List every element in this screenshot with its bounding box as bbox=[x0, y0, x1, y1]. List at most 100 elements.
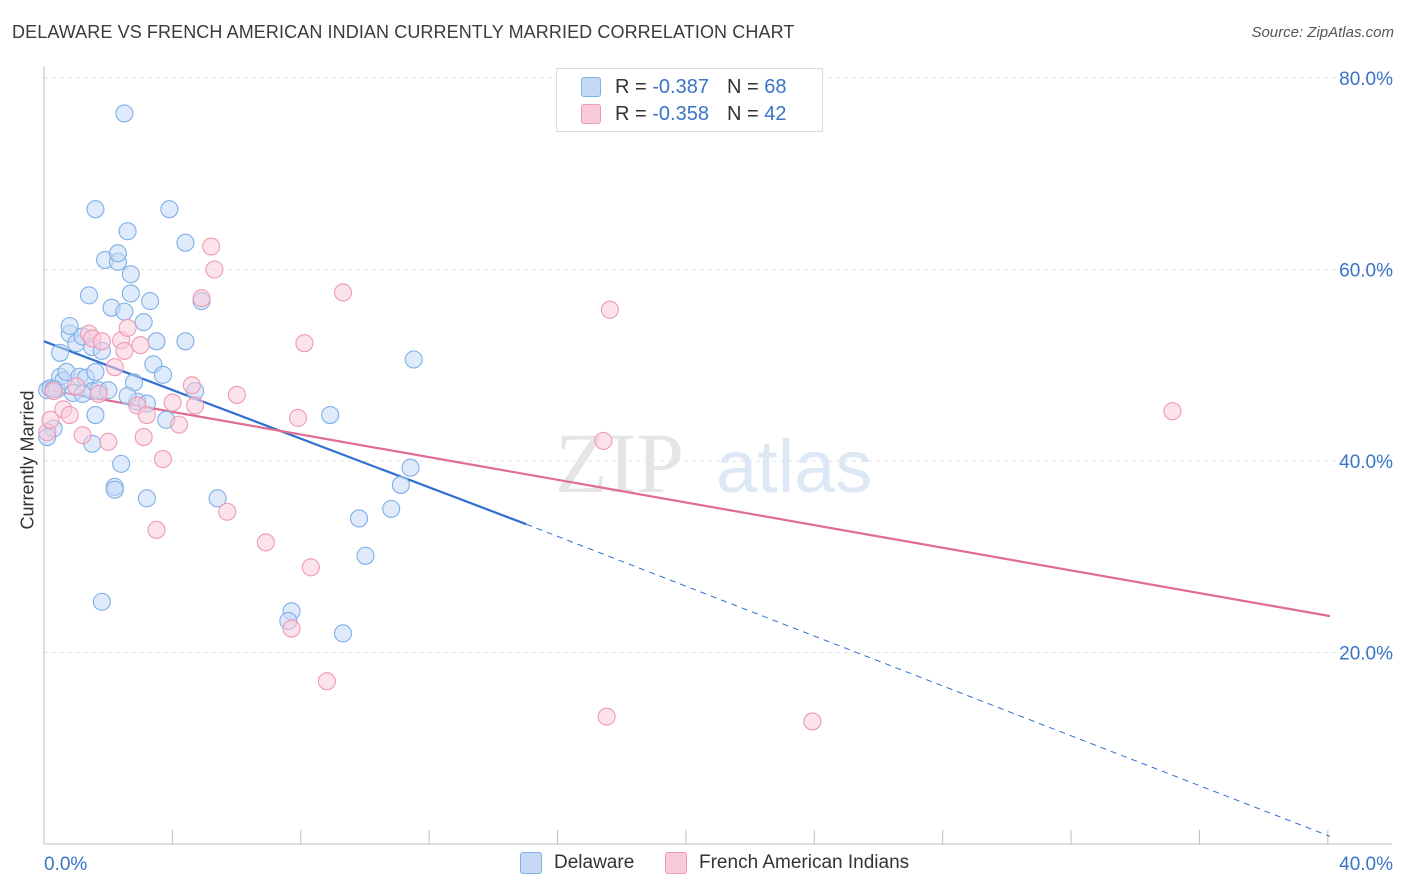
delaware-point bbox=[121, 284, 140, 303]
delaware-point bbox=[356, 546, 375, 565]
delaware-point bbox=[115, 104, 134, 123]
french-american-indians-point bbox=[134, 428, 153, 447]
french-american-indians-point bbox=[218, 502, 237, 521]
french-american-indians-point bbox=[594, 431, 613, 450]
legend-r-label: R = bbox=[615, 75, 647, 98]
delaware-trend-extension bbox=[526, 523, 1331, 837]
delaware-point bbox=[86, 200, 105, 219]
french-american-indians-point bbox=[227, 385, 246, 404]
french-american-indians-point bbox=[202, 237, 221, 256]
legend-row-french-american-indians: R = -0.358 N = 42 bbox=[581, 102, 786, 126]
french-american-indians-point bbox=[67, 377, 86, 396]
axes bbox=[43, 66, 1392, 845]
series-swatch-delaware bbox=[520, 852, 542, 874]
delaware-point bbox=[86, 405, 105, 425]
delaware-point bbox=[92, 592, 111, 611]
french-american-indians-point bbox=[186, 396, 205, 415]
legend-n-value: 68 bbox=[764, 75, 787, 98]
delaware-point bbox=[134, 313, 153, 332]
delaware-point bbox=[118, 222, 137, 241]
delaware-point bbox=[112, 454, 131, 473]
french-american-indians-point bbox=[803, 712, 822, 731]
watermark-zip: ZIP bbox=[555, 415, 684, 511]
delaware-point bbox=[160, 200, 179, 219]
delaware-point bbox=[350, 509, 369, 528]
legend-r-value: -0.358 bbox=[652, 102, 709, 125]
french-american-indians-point bbox=[205, 260, 224, 279]
french-american-indians-point bbox=[99, 432, 118, 451]
legend-row-delaware: R = -0.387 N = 68 bbox=[581, 75, 786, 99]
legend-n-value: 42 bbox=[764, 102, 787, 125]
french-american-indians-trend-line bbox=[43, 388, 1331, 618]
french-american-indians-point bbox=[44, 382, 63, 401]
delaware-point bbox=[121, 265, 140, 284]
delaware-point bbox=[176, 332, 195, 351]
source-credit: Source: ZipAtlas.com bbox=[1251, 24, 1394, 41]
french-american-indians-point bbox=[60, 405, 79, 425]
french-american-indians-point bbox=[282, 619, 301, 638]
french-american-indians-point bbox=[147, 520, 166, 539]
delaware-point bbox=[108, 244, 127, 263]
delaware-point bbox=[208, 489, 227, 508]
legend-n-label: N = bbox=[726, 75, 759, 98]
french-american-indians-point bbox=[1163, 402, 1182, 421]
french-american-indians-point bbox=[597, 707, 616, 726]
french-american-indians-point bbox=[182, 376, 201, 395]
trend-lines bbox=[43, 340, 1331, 837]
legend-swatch-french-american-indians bbox=[581, 104, 601, 124]
y-tick-label: 40.0% bbox=[1339, 452, 1393, 473]
french-american-indians-point bbox=[600, 300, 619, 319]
series-legend-delaware[interactable]: Delaware bbox=[520, 852, 634, 874]
delaware-point bbox=[137, 489, 156, 508]
delaware-point bbox=[115, 302, 134, 321]
series-legend-french-american-indians[interactable]: French American Indians bbox=[665, 852, 909, 874]
y-tick-label: 20.0% bbox=[1339, 644, 1393, 665]
french-american-indians-point bbox=[192, 289, 211, 308]
x-tick-label: 0.0% bbox=[44, 854, 87, 875]
watermark-atlas: atlas bbox=[716, 425, 872, 508]
french-american-indians-point bbox=[73, 426, 92, 445]
french-american-indians-point bbox=[317, 672, 336, 691]
french-american-indians-point bbox=[163, 393, 182, 412]
french-american-indians-point bbox=[333, 283, 353, 302]
french-american-indians-point bbox=[288, 408, 308, 427]
delaware-point bbox=[404, 350, 423, 369]
delaware-point bbox=[86, 362, 105, 382]
delaware-point bbox=[321, 405, 340, 425]
french-american-indians-point bbox=[115, 341, 134, 360]
watermark: ZIP atlas bbox=[555, 415, 872, 511]
y-axis-label: Currently Married bbox=[17, 390, 38, 530]
series-swatch-french-american-indians bbox=[665, 852, 687, 874]
french-american-indians-point bbox=[301, 558, 320, 577]
delaware-point bbox=[141, 292, 160, 311]
legend-swatch-delaware bbox=[581, 77, 601, 97]
gridlines bbox=[44, 77, 1392, 653]
delaware-point bbox=[60, 316, 79, 336]
x-tick-label: 40.0% bbox=[1339, 854, 1393, 875]
delaware-point bbox=[382, 499, 401, 518]
y-tick-label: 60.0% bbox=[1339, 261, 1393, 282]
french-american-indians-point bbox=[137, 405, 156, 425]
series-label-delaware: Delaware bbox=[554, 852, 635, 873]
chart-title: DELAWARE VS FRENCH AMERICAN INDIAN CURRE… bbox=[12, 22, 795, 42]
data-points bbox=[38, 104, 1182, 731]
french-american-indians-point bbox=[295, 334, 314, 353]
delaware-point bbox=[153, 365, 173, 384]
french-american-indians-point bbox=[92, 332, 111, 351]
legend-r-label: R = bbox=[615, 102, 647, 125]
french-american-indians-point bbox=[169, 415, 189, 434]
delaware-point bbox=[333, 624, 353, 643]
delaware-point bbox=[79, 286, 99, 305]
series-legend: Delaware French American Indians bbox=[0, 852, 1406, 878]
french-american-indians-point bbox=[256, 533, 275, 552]
correlation-legend: R = -0.387 N = 68 R = -0.358 N = 42 bbox=[556, 68, 823, 132]
delaware-point bbox=[391, 475, 410, 494]
delaware-point bbox=[51, 343, 70, 362]
french-american-indians-point bbox=[131, 336, 150, 355]
y-tick-label: 80.0% bbox=[1339, 69, 1393, 90]
french-american-indians-point bbox=[118, 318, 137, 337]
french-american-indians-point bbox=[153, 450, 173, 469]
delaware-point bbox=[105, 480, 124, 499]
delaware-point bbox=[401, 458, 420, 477]
